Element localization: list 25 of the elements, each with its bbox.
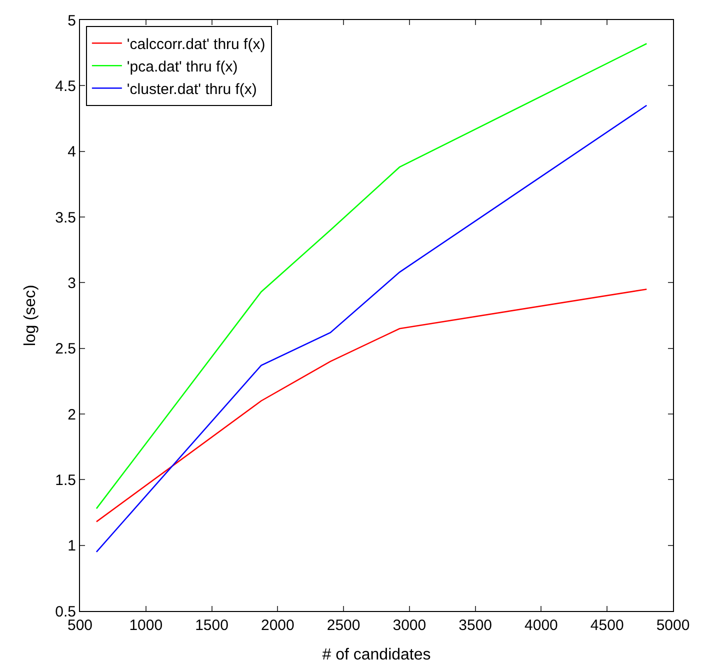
y-tick-label: 3 (68, 274, 76, 292)
y-tick-label: 3.5 (55, 209, 76, 226)
y-tick-label: 4.5 (55, 78, 76, 95)
x-tick-label: 2500 (326, 617, 360, 634)
legend-label: 'calccorr.dat' thru f(x) (126, 36, 266, 54)
x-tick-label: 2000 (260, 617, 294, 634)
y-tick-label: 5 (68, 12, 76, 30)
line-series (96, 104, 648, 553)
x-tick-label: 4000 (524, 617, 558, 634)
x-tick-label: 3000 (392, 617, 426, 634)
legend-label: 'pca.dat' thru f(x) (126, 58, 238, 76)
y-tick-label: 1 (68, 538, 76, 555)
y-tick-label: 2 (68, 406, 76, 424)
line-series (96, 288, 648, 522)
x-axis-title: # of candidates (322, 646, 431, 664)
legend-label: 'cluster.dat' thru f(x) (126, 81, 257, 98)
y-axis-title: log (sec) (22, 284, 40, 346)
x-tick-label: 4500 (590, 617, 624, 634)
y-tick-label: 2.5 (55, 340, 76, 358)
x-tick-label: 5000 (656, 617, 690, 634)
y-tick-label: 1.5 (55, 472, 76, 489)
y-tick-label: 4 (68, 144, 76, 161)
x-tick-label: 3500 (458, 617, 492, 634)
x-tick-label: 1000 (129, 617, 163, 634)
x-tick-label: 1500 (195, 617, 228, 634)
